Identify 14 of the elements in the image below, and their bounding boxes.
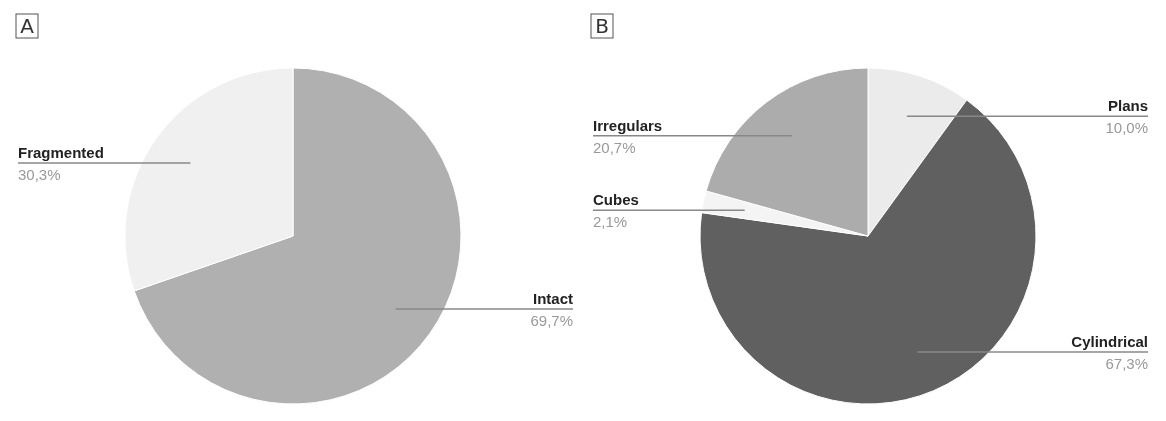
slice-label: Fragmented — [18, 143, 104, 161]
data-label: 20,7% — [593, 138, 636, 156]
slice-label: Intact — [532, 290, 573, 308]
data-label: 30,3% — [18, 165, 61, 183]
data-label: 67,3% — [1105, 354, 1148, 372]
chart-title: B — [595, 14, 609, 38]
slice-label: Cylindrical — [1071, 332, 1148, 350]
slice-label: Irregulars — [593, 116, 663, 134]
slice-label: Cubes — [593, 191, 639, 209]
data-label: 69,7% — [530, 312, 573, 330]
data-label: 2,1% — [593, 213, 628, 231]
chart-title: A — [20, 14, 35, 38]
data-label: 10,0% — [1105, 119, 1148, 137]
slice-label: Plans — [1107, 97, 1148, 115]
